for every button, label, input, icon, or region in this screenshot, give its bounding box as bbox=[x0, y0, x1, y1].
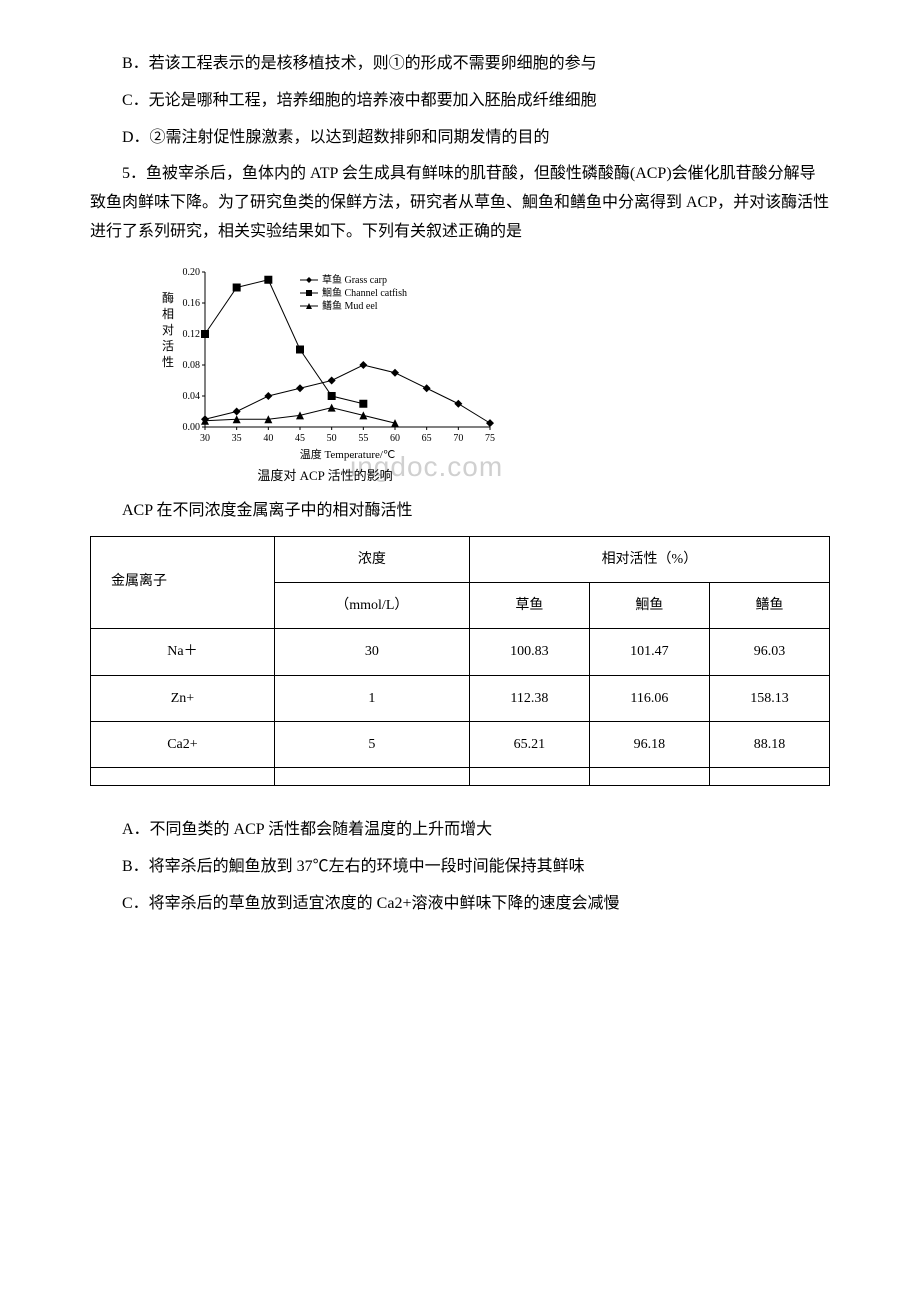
cell-conc: 1 bbox=[274, 675, 469, 721]
cell-val: 96.03 bbox=[709, 629, 829, 675]
svg-text:40: 40 bbox=[263, 433, 273, 444]
th-col-2: 鮰鱼 bbox=[589, 583, 709, 629]
th-activity: 相对活性（%） bbox=[469, 536, 829, 582]
svg-text:0.00: 0.00 bbox=[183, 422, 201, 433]
cell-val: 96.18 bbox=[589, 721, 709, 767]
cell-val: 88.18 bbox=[709, 721, 829, 767]
cell-ion: Na＋ bbox=[91, 629, 275, 675]
q5-option-c: C．将宰杀后的草鱼放到适宜浓度的 Ca2+溶液中鲜味下降的速度会减慢 bbox=[90, 890, 830, 919]
svg-text:温度 Temperature/℃: 温度 Temperature/℃ bbox=[300, 447, 396, 461]
svg-text:0.12: 0.12 bbox=[183, 329, 201, 340]
chart-caption: 温度对 ACP 活性的影响 bbox=[257, 468, 392, 483]
th-conc-1: 浓度 bbox=[274, 536, 469, 582]
svg-text:0.04: 0.04 bbox=[183, 391, 201, 402]
q5-stem: 5．鱼被宰杀后，鱼体内的 ATP 会生成具有鲜味的肌苷酸，但酸性磷酸酶(ACP)… bbox=[90, 160, 830, 246]
svg-text:性: 性 bbox=[162, 355, 174, 369]
th-conc-2: （mmol/L） bbox=[274, 583, 469, 629]
table-row: Na＋ 30 100.83 101.47 96.03 bbox=[91, 629, 830, 675]
svg-text:75: 75 bbox=[485, 433, 495, 444]
table-title: ACP 在不同浓度金属离子中的相对酶活性 bbox=[90, 497, 830, 526]
cell-val: 116.06 bbox=[589, 675, 709, 721]
table-row: Ca2+ 5 65.21 96.18 88.18 bbox=[91, 721, 830, 767]
svg-text:50: 50 bbox=[327, 433, 337, 444]
cell-val: 101.47 bbox=[589, 629, 709, 675]
svg-text:鳝鱼 Mud eel: 鳝鱼 Mud eel bbox=[322, 299, 378, 312]
svg-text:对: 对 bbox=[162, 323, 174, 337]
svg-text:55: 55 bbox=[358, 433, 368, 444]
option-d: D．②需注射促性腺激素，以达到超数排卵和同期发情的目的 bbox=[90, 124, 830, 153]
cell-val: 158.13 bbox=[709, 675, 829, 721]
svg-text:0.20: 0.20 bbox=[183, 267, 201, 278]
cell-ion: Ca2+ bbox=[91, 721, 275, 767]
option-c: C．无论是哪种工程，培养细胞的培养液中都要加入胚胎成纤维细胞 bbox=[90, 87, 830, 116]
svg-text:45: 45 bbox=[295, 433, 305, 444]
cell-val: 100.83 bbox=[469, 629, 589, 675]
cell-conc: 30 bbox=[274, 629, 469, 675]
svg-text:酶: 酶 bbox=[162, 290, 174, 305]
table-row-empty bbox=[91, 767, 830, 785]
svg-text:活: 活 bbox=[162, 339, 174, 353]
q5-option-a: A．不同鱼类的 ACP 活性都会随着温度的上升而增大 bbox=[90, 816, 830, 845]
data-table: 金属离子 浓度 相对活性（%） （mmol/L） 草鱼 鮰鱼 鳝鱼 Na＋ 30… bbox=[90, 536, 830, 786]
svg-text:30: 30 bbox=[200, 433, 210, 444]
table-row: Zn+ 1 112.38 116.06 158.13 bbox=[91, 675, 830, 721]
th-ion: 金属离子 bbox=[91, 536, 275, 628]
cell-conc: 5 bbox=[274, 721, 469, 767]
q5-option-b: B．将宰杀后的鮰鱼放到 37℃左右的环境中一段时间能保持其鲜味 bbox=[90, 853, 830, 882]
svg-text:35: 35 bbox=[232, 433, 242, 444]
svg-text:70: 70 bbox=[453, 433, 463, 444]
cell-ion: Zn+ bbox=[91, 675, 275, 721]
svg-text:0.16: 0.16 bbox=[183, 298, 201, 309]
svg-text:相: 相 bbox=[162, 307, 174, 321]
svg-text:鮰鱼 Channel catfish: 鮰鱼 Channel catfish bbox=[322, 286, 407, 299]
chart-container: 酶相对活性 0.00 0.04 0.08 0.12 0.16 0.20 30 35 40 45 50 5… bbox=[150, 262, 830, 487]
svg-text:60: 60 bbox=[390, 433, 400, 444]
th-col-3: 鳝鱼 bbox=[709, 583, 829, 629]
svg-text:65: 65 bbox=[422, 433, 432, 444]
cell-val: 65.21 bbox=[469, 721, 589, 767]
line-chart: 酶相对活性 0.00 0.04 0.08 0.12 0.16 0.20 30 35 40 45 50 5… bbox=[150, 262, 500, 462]
th-col-1: 草鱼 bbox=[469, 583, 589, 629]
svg-text:0.08: 0.08 bbox=[183, 360, 201, 371]
cell-val: 112.38 bbox=[469, 675, 589, 721]
svg-text:草鱼 Grass carp: 草鱼 Grass carp bbox=[322, 273, 387, 286]
option-b: B．若该工程表示的是核移植技术，则①的形成不需要卵细胞的参与 bbox=[90, 50, 830, 79]
